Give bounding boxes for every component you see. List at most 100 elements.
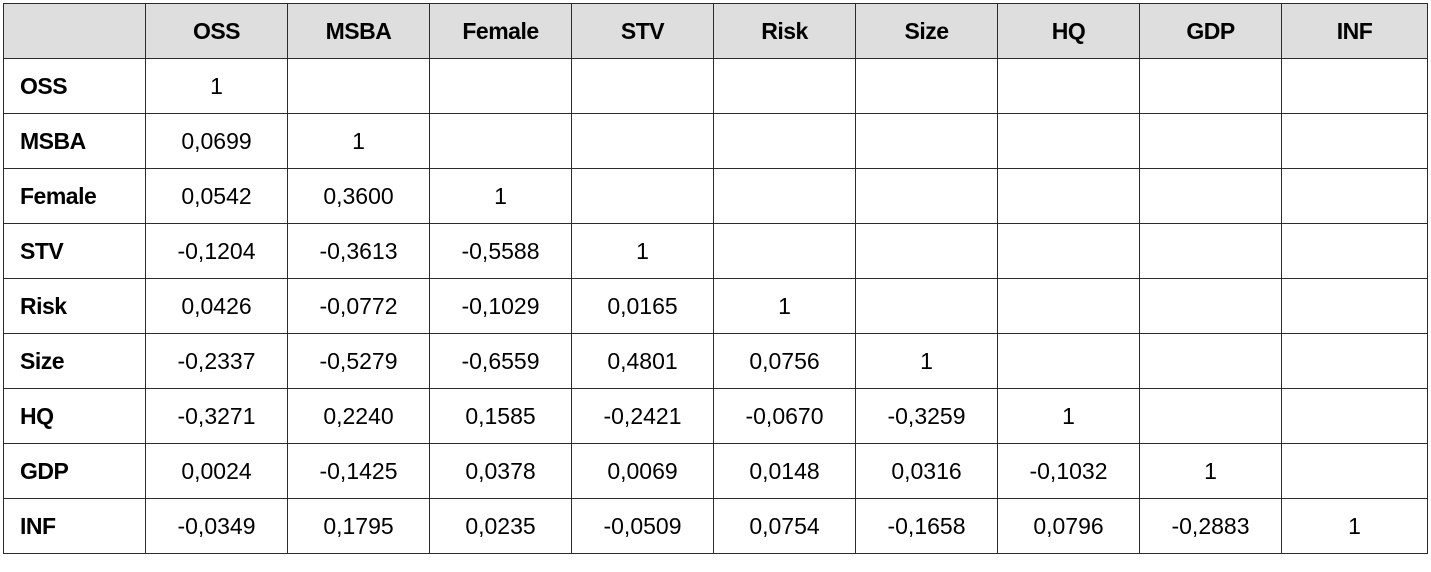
table-cell <box>1139 58 1282 114</box>
table-cell <box>713 58 856 114</box>
table-cell: 0,0542 <box>145 168 288 224</box>
table-cell: -0,0349 <box>145 498 288 554</box>
table-cell <box>997 168 1140 224</box>
column-header: INF <box>1281 3 1428 59</box>
row-label: HQ <box>3 388 146 444</box>
table-cell: 1 <box>287 113 430 169</box>
table-cell <box>1139 333 1282 389</box>
row-label: OSS <box>3 58 146 114</box>
table-cell <box>1281 443 1428 499</box>
table-cell: -0,0772 <box>287 278 430 334</box>
table-cell <box>1281 168 1428 224</box>
table-row: Female 0,0542 0,3600 1 <box>3 168 1428 224</box>
table-cell: 1 <box>855 333 998 389</box>
table-row: INF -0,0349 0,1795 0,0235 -0,0509 0,0754… <box>3 498 1428 554</box>
table-cell: 0,4801 <box>571 333 714 389</box>
table-cell: 1 <box>1139 443 1282 499</box>
table-cell <box>855 113 998 169</box>
table-cell <box>429 113 572 169</box>
table-cell: -0,1204 <box>145 223 288 279</box>
table-cell: -0,1032 <box>997 443 1140 499</box>
table-cell <box>713 168 856 224</box>
table-cell <box>997 333 1140 389</box>
table-cell <box>713 223 856 279</box>
table-cell: 0,1585 <box>429 388 572 444</box>
table-cell <box>997 278 1140 334</box>
table-cell: 0,0165 <box>571 278 714 334</box>
table-cell: 1 <box>1281 498 1428 554</box>
table-cell: 1 <box>571 223 714 279</box>
table-cell: -0,3271 <box>145 388 288 444</box>
table-cell: 0,0756 <box>713 333 856 389</box>
table-row: HQ -0,3271 0,2240 0,1585 -0,2421 -0,0670… <box>3 388 1428 444</box>
table-cell <box>855 278 998 334</box>
row-label: MSBA <box>3 113 146 169</box>
table-cell <box>1281 223 1428 279</box>
table-cell <box>855 223 998 279</box>
correlation-table-container: OSS MSBA Female STV Risk Size HQ GDP INF… <box>3 3 1428 554</box>
row-label: INF <box>3 498 146 554</box>
table-cell <box>1281 388 1428 444</box>
table-cell: -0,2337 <box>145 333 288 389</box>
correlation-table: OSS MSBA Female STV Risk Size HQ GDP INF… <box>3 3 1428 554</box>
table-cell <box>287 58 430 114</box>
header-corner-cell <box>3 3 146 59</box>
table-cell: -0,2883 <box>1139 498 1282 554</box>
table-cell <box>1281 113 1428 169</box>
table-cell <box>997 58 1140 114</box>
table-row: OSS 1 <box>3 58 1428 114</box>
table-cell: 0,0378 <box>429 443 572 499</box>
table-row: MSBA 0,0699 1 <box>3 113 1428 169</box>
column-header: Risk <box>713 3 856 59</box>
table-cell: 0,0148 <box>713 443 856 499</box>
row-label: Risk <box>3 278 146 334</box>
table-cell: 0,0754 <box>713 498 856 554</box>
table-cell <box>1139 278 1282 334</box>
table-cell: 0,0699 <box>145 113 288 169</box>
table-row: Risk 0,0426 -0,0772 -0,1029 0,0165 1 <box>3 278 1428 334</box>
column-header: GDP <box>1139 3 1282 59</box>
table-cell: 0,0316 <box>855 443 998 499</box>
table-cell: -0,2421 <box>571 388 714 444</box>
table-cell: 0,0235 <box>429 498 572 554</box>
table-cell <box>571 168 714 224</box>
table-cell: -0,1029 <box>429 278 572 334</box>
table-row: GDP 0,0024 -0,1425 0,0378 0,0069 0,0148 … <box>3 443 1428 499</box>
table-cell <box>1139 223 1282 279</box>
table-cell: 0,2240 <box>287 388 430 444</box>
table-cell: -0,1425 <box>287 443 430 499</box>
table-row: Size -0,2337 -0,5279 -0,6559 0,4801 0,07… <box>3 333 1428 389</box>
table-cell <box>855 168 998 224</box>
column-header: Size <box>855 3 998 59</box>
table-cell <box>1139 388 1282 444</box>
column-header: HQ <box>997 3 1140 59</box>
table-cell <box>1281 333 1428 389</box>
table-cell: 1 <box>713 278 856 334</box>
table-cell: 0,0024 <box>145 443 288 499</box>
table-cell: -0,5279 <box>287 333 430 389</box>
table-cell: -0,0509 <box>571 498 714 554</box>
column-header: OSS <box>145 3 288 59</box>
table-row: STV -0,1204 -0,3613 -0,5588 1 <box>3 223 1428 279</box>
row-label: STV <box>3 223 146 279</box>
column-header: STV <box>571 3 714 59</box>
table-cell: 0,0426 <box>145 278 288 334</box>
header-row: OSS MSBA Female STV Risk Size HQ GDP INF <box>3 3 1428 59</box>
table-cell: -0,5588 <box>429 223 572 279</box>
table-cell: -0,1658 <box>855 498 998 554</box>
table-cell <box>1281 58 1428 114</box>
table-cell <box>571 113 714 169</box>
table-cell: -0,0670 <box>713 388 856 444</box>
table-cell: 0,0069 <box>571 443 714 499</box>
table-cell: 1 <box>429 168 572 224</box>
table-cell <box>1281 278 1428 334</box>
table-cell <box>571 58 714 114</box>
row-label: GDP <box>3 443 146 499</box>
column-header: Female <box>429 3 572 59</box>
table-cell: 0,1795 <box>287 498 430 554</box>
table-cell <box>997 223 1140 279</box>
table-cell: -0,6559 <box>429 333 572 389</box>
table-cell <box>429 58 572 114</box>
table-cell: 1 <box>145 58 288 114</box>
table-cell <box>1139 168 1282 224</box>
